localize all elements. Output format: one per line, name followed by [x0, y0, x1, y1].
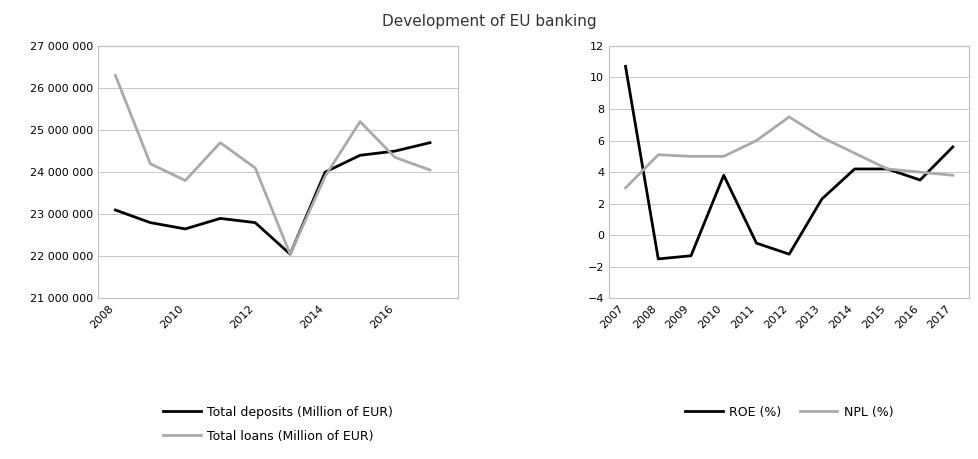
- Legend: ROE (%), NPL (%): ROE (%), NPL (%): [680, 401, 898, 424]
- Text: Development of EU banking: Development of EU banking: [381, 14, 597, 29]
- Legend: Total deposits (Million of EUR), Total loans (Million of EUR): Total deposits (Million of EUR), Total l…: [158, 401, 397, 448]
